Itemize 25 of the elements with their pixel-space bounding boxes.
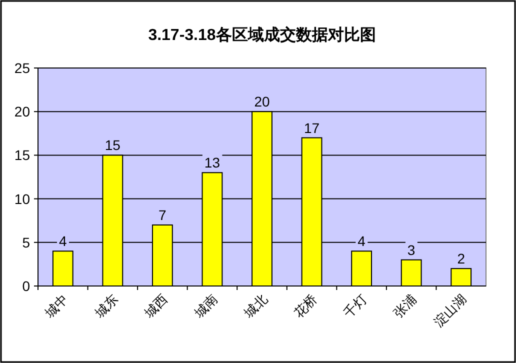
y-tick-label: 5: [22, 234, 30, 250]
x-tick-label: 张浦: [390, 292, 420, 321]
data-label: 2: [457, 250, 466, 267]
x-tick-label: 城北: [240, 292, 270, 322]
data-label: 4: [358, 233, 366, 250]
data-label: 4: [58, 233, 67, 250]
data-label: 17: [304, 120, 320, 136]
data-label: 13: [204, 154, 220, 171]
data-label: 7: [158, 206, 167, 223]
x-tick-label: 城西: [140, 292, 171, 322]
data-label: 20: [254, 94, 270, 110]
chart-title: 3.17-3.18各区域成交数据对比图: [148, 25, 376, 44]
y-tick-label: 25: [14, 60, 30, 76]
data-label: 3: [407, 242, 416, 258]
y-tick-label: 10: [14, 190, 30, 207]
x-tick-label: 城中: [41, 292, 72, 322]
x-tick-label: 花桥: [290, 292, 320, 321]
x-tick-label: 城南: [190, 292, 220, 322]
y-tick-label: 15: [14, 147, 30, 164]
y-tick-label: 20: [14, 104, 30, 120]
data-label: 15: [104, 137, 121, 154]
x-tick-label: 千灯: [340, 292, 370, 321]
x-tick-label: 淀山湖: [431, 292, 470, 330]
x-tick-label: 城东: [91, 292, 121, 322]
y-tick-label: 0: [22, 278, 30, 294]
